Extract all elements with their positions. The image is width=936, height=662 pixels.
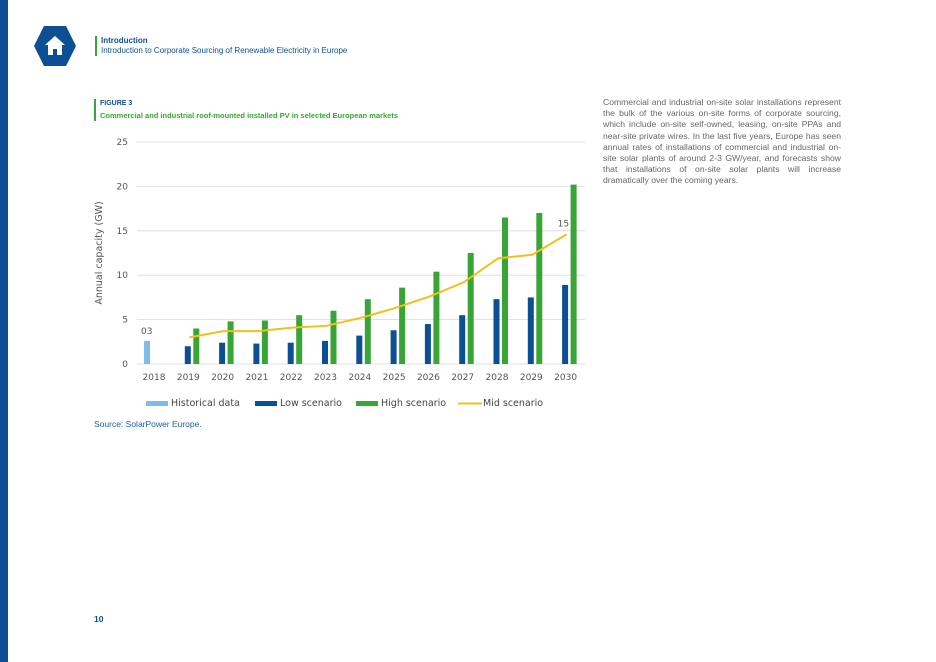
data-annotation: 03 — [141, 327, 152, 337]
home-icon — [45, 36, 65, 55]
bar-low — [562, 284, 569, 364]
home-button[interactable] — [33, 24, 77, 68]
legend-label: Low scenario — [280, 398, 342, 409]
bar-low — [287, 342, 294, 364]
x-tick-label: 2018 — [143, 373, 166, 383]
bar-low — [424, 324, 431, 364]
legend-swatch — [255, 401, 277, 406]
legend-swatch — [356, 401, 378, 406]
bar-low — [459, 315, 466, 364]
x-tick-label: 2019 — [177, 373, 200, 383]
y-tick-label: 25 — [117, 138, 128, 148]
y-tick-label: 20 — [117, 182, 129, 192]
bar-high — [296, 315, 303, 364]
x-tick-label: 2030 — [554, 373, 577, 383]
x-tick-label: 2020 — [211, 373, 234, 383]
bar-low — [184, 346, 191, 364]
bar-high — [433, 271, 440, 364]
y-tick-label: 10 — [117, 271, 129, 281]
y-axis-label: Annual capacity (GW) — [94, 201, 105, 304]
section-subtitle: Introduction to Corporate Sourcing of Re… — [101, 46, 348, 55]
bar-historical — [144, 340, 150, 364]
bar-high — [193, 328, 200, 364]
page-header: Introduction Introduction to Corporate S… — [95, 36, 347, 56]
left-edge-bar — [0, 0, 8, 662]
x-tick-label: 2024 — [348, 373, 371, 383]
bar-high — [261, 320, 268, 364]
y-tick-label: 15 — [117, 227, 128, 237]
bar-high — [227, 321, 234, 364]
bar-low — [253, 343, 260, 364]
legend-label: High scenario — [381, 398, 446, 409]
bar-high — [502, 217, 508, 364]
x-tick-label: 2022 — [280, 373, 303, 383]
bar-high — [467, 253, 474, 364]
body-paragraph: Commercial and industrial on-site solar … — [603, 97, 841, 186]
x-tick-label: 2021 — [245, 373, 268, 383]
legend-label: Historical data — [171, 398, 240, 409]
bar-high — [364, 299, 371, 364]
bar-high — [536, 213, 543, 364]
bar-high — [399, 287, 406, 364]
section-title: Introduction — [101, 36, 148, 45]
bar-high — [330, 310, 337, 364]
bar-low — [356, 335, 363, 364]
bar-low — [322, 340, 328, 364]
figure-title: Commercial and industrial roof-mounted i… — [100, 111, 398, 120]
figure-label: FIGURE 3 — [100, 100, 133, 107]
legend-swatch — [146, 401, 168, 406]
line-mid — [189, 233, 568, 339]
bar-low — [390, 330, 397, 364]
x-tick-label: 2028 — [486, 373, 509, 383]
bar-low — [527, 297, 534, 364]
bar-low — [493, 299, 500, 364]
source-note: Source: SolarPower Europe. — [94, 419, 202, 429]
x-tick-label: 2026 — [417, 373, 440, 383]
x-tick-label: 2023 — [314, 373, 337, 383]
y-tick-label: 5 — [122, 316, 128, 326]
legend-label: Mid scenario — [483, 398, 543, 409]
bar-high — [570, 184, 577, 364]
x-tick-label: 2025 — [383, 373, 406, 383]
page-number: 10 — [94, 614, 104, 624]
x-tick-label: 2027 — [451, 373, 474, 383]
x-tick-label: 2029 — [520, 373, 543, 383]
figure-caption: FIGURE 3 Commercial and industrial roof-… — [94, 99, 398, 121]
bar-low — [219, 342, 226, 364]
y-tick-label: 0 — [122, 360, 128, 370]
data-annotation: 15 — [558, 219, 569, 229]
